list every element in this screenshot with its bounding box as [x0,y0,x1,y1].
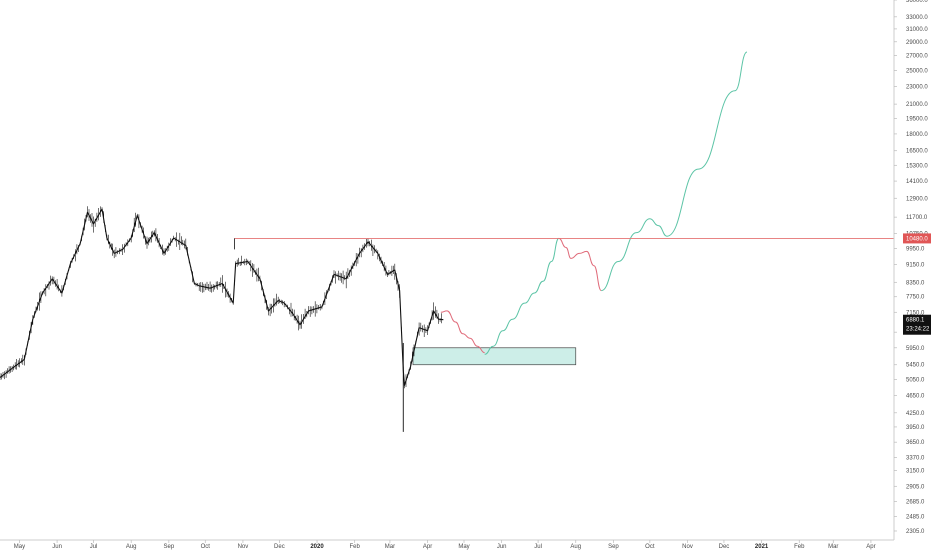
y-tick-label: 11700.0 [906,215,928,221]
resistance-price-label: 10480.0 [906,236,928,242]
y-tick-label: 19500.0 [906,116,928,122]
y-tick-label: 2685.0 [906,500,925,506]
x-tick-label: Mar [828,544,838,550]
demand-zone-layer [412,347,577,366]
y-tick-label: 3650.0 [906,440,925,446]
x-tick-label: Oct [201,544,211,550]
x-tick-label: Jul [90,544,98,550]
projection-down-path [440,310,485,354]
y-tick-label: 3370.0 [906,456,925,462]
y-tick-label: 29000.0 [906,40,928,46]
y-tick-label: 5450.0 [906,363,925,369]
price-badges: 10480.0 6880.1 23:24:22 [903,233,931,335]
projection-up-path-2 [601,51,748,292]
x-tick-label: Jun [497,544,507,550]
projection-layer [440,51,748,355]
y-tick-label: 15300.0 [906,163,928,169]
x-tick-label: Feb [794,544,805,550]
x-tick-label: 2020 [310,544,324,550]
y-tick-label: 16500.0 [906,149,928,155]
projection-up-path [484,237,560,355]
current-price-label: 6880.1 [906,318,925,324]
y-tick-label: 36000.0 [906,0,928,4]
x-tick-label: Jun [52,544,62,550]
x-tick-label: Aug [570,544,581,550]
x-tick-label: Feb [350,544,361,550]
y-tick-label: 3150.0 [906,469,925,475]
y-tick-label: 5050.0 [906,377,925,383]
x-tick-label: Sep [608,544,619,550]
y-axis-ticks: 2305.0 2485.0 2685.0 2905.0 3150.0 3370.0 3650… [894,0,928,535]
y-tick-label: 23000.0 [906,85,928,91]
resistance-price-badge [903,233,931,244]
x-tick-label: Sep [163,544,174,550]
y-tick-label: 4250.0 [906,411,925,417]
x-tick-label: Dec [719,544,730,550]
y-tick-label: 5950.0 [906,346,925,352]
y-tick-label: 8350.0 [906,280,925,286]
projection-down-path-2 [558,237,602,292]
x-tick-label: Nov [682,544,693,550]
y-tick-label: 33000.0 [906,15,928,21]
y-tick-label: 21000.0 [906,102,928,108]
y-tick-label: 9950.0 [906,246,925,252]
y-tick-label: 4650.0 [906,393,925,399]
x-tick-label: Oct [645,544,655,550]
demand-zone-box [412,347,577,366]
y-tick-label: 2485.0 [906,514,925,520]
y-tick-label: 7150.0 [906,310,925,316]
x-tick-label: Jul [534,544,542,550]
x-tick-label: Apr [866,544,875,550]
price-series [0,206,444,432]
current-price-badge [903,314,931,335]
x-tick-label: Aug [126,544,137,550]
y-tick-label: 3950.0 [906,425,925,431]
y-tick-label: 31000.0 [906,27,928,33]
x-tick-label: May [14,544,25,550]
candle-countdown-label: 23:24:22 [906,327,930,333]
x-tick-label: 2021 [755,544,769,550]
y-tick-label: 7750.0 [906,295,925,301]
x-tick-label: Nov [238,544,249,550]
resistance-layer [234,238,894,250]
y-tick-label: 12900.0 [906,196,928,202]
y-tick-label: 2905.0 [906,484,925,490]
y-tick-label: 2305.0 [906,529,925,535]
y-tick-label: 9150.0 [906,263,925,269]
x-tick-label: May [458,544,469,550]
y-tick-label: 14100.0 [906,179,928,185]
x-tick-label: Apr [423,544,432,550]
y-tick-label: 27000.0 [906,54,928,60]
y-tick-label: 25000.0 [906,68,928,74]
x-tick-label: Dec [274,544,285,550]
y-tick-label: 18000.0 [906,132,928,138]
x-tick-label: Mar [385,544,395,550]
x-axis-ticks: May Jun Jul Aug Sep Oct Nov Dec 2020 Feb Mar Apr May… [14,540,876,550]
